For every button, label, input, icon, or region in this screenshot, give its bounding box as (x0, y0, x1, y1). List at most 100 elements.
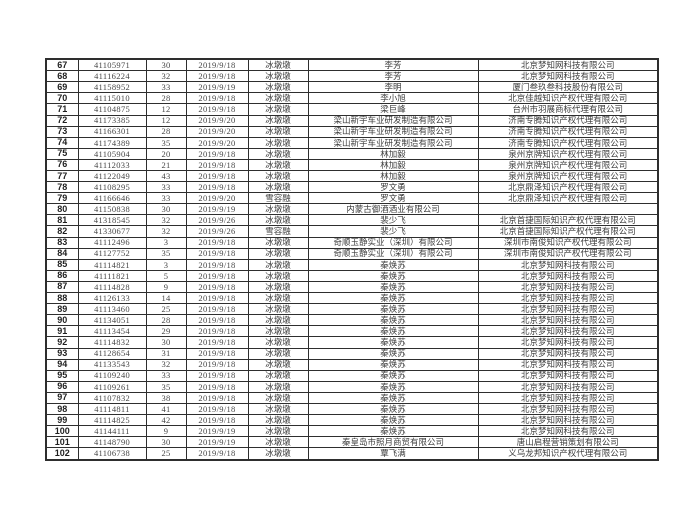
table-row: 73 41166301 28 2019/9/20 冰墩墩 梁山新宇车业研发制造有… (45, 125, 659, 138)
cell-application-date: 2019/9/18 (185, 247, 249, 260)
cell-agent: 深圳市南俊知识产权代理有限公司 (477, 236, 659, 249)
cell-class-number: 32 (145, 225, 187, 238)
cell-application-number: 41114828 (77, 280, 147, 294)
trademark-application-table: 67 41105971 30 2019/9/18 冰墩墩 李芳 北京梦知网科技有… (45, 58, 659, 461)
cell-application-number: 41104875 (77, 103, 147, 116)
cell-mark-name: 冰墩墩 (247, 103, 309, 116)
cell-class-number: 5 (145, 269, 187, 282)
cell-agent: 北京梦知网科技有限公司 (477, 58, 659, 72)
cell-applicant: 秦焕苏 (307, 292, 479, 305)
table-row: 87 41114828 9 2019/9/18 冰墩墩 秦焕苏 北京梦知网科技有… (45, 280, 659, 294)
cell-applicant: 林加毅 (307, 147, 479, 160)
cell-application-date: 2019/9/19 (185, 436, 249, 449)
cell-row-index: 73 (45, 125, 79, 138)
cell-row-index: 99 (45, 414, 79, 427)
table-row: 81 41318545 32 2019/9/26 冰墩墩 裴少飞 北京首捷国际知… (45, 214, 659, 227)
cell-agent: 北京梦知网科技有限公司 (477, 303, 659, 316)
table-row: 83 41112496 3 2019/9/18 冰墩墩 奇顺玉静实业（深圳）有限… (45, 236, 659, 249)
table-row: 94 41133543 32 2019/9/18 冰墩墩 秦焕苏 北京梦知网科技… (45, 358, 659, 371)
cell-row-index: 95 (45, 369, 79, 382)
table-row: 92 41114832 30 2019/9/18 冰墩墩 秦焕苏 北京梦知网科技… (45, 336, 659, 349)
cell-agent: 北京梦知网科技有限公司 (477, 292, 659, 305)
cell-class-number: 14 (145, 292, 187, 305)
cell-class-number: 30 (145, 203, 187, 216)
cell-class-number: 38 (145, 391, 187, 404)
cell-agent: 泉州京牌知识产权代理有限公司 (477, 158, 659, 172)
table-row: 67 41105971 30 2019/9/18 冰墩墩 李芳 北京梦知网科技有… (45, 58, 659, 72)
cell-applicant: 秦焕苏 (307, 303, 479, 316)
cell-application-number: 41127752 (77, 247, 147, 260)
cell-agent: 北京梦知网科技有限公司 (477, 391, 659, 404)
cell-class-number: 30 (145, 336, 187, 349)
cell-applicant: 梁山新宇车业研发制造有限公司 (307, 114, 479, 127)
cell-class-number: 12 (145, 103, 187, 116)
cell-applicant: 李芳 (307, 58, 479, 72)
cell-applicant: 秦焕苏 (307, 336, 479, 349)
cell-class-number: 35 (145, 247, 187, 260)
cell-mark-name: 冰墩墩 (247, 391, 309, 404)
cell-class-number: 33 (145, 181, 187, 194)
cell-application-number: 41108295 (77, 181, 147, 194)
cell-class-number: 30 (145, 436, 187, 449)
cell-mark-name: 冰墩墩 (247, 70, 309, 83)
cell-row-index: 102 (45, 447, 79, 461)
table-row: 98 41114811 41 2019/9/18 冰墩墩 秦焕苏 北京梦知网科技… (45, 402, 659, 416)
cell-mark-name: 冰墩墩 (247, 280, 309, 294)
cell-applicant: 李明 (307, 81, 479, 94)
cell-class-number: 21 (145, 158, 187, 172)
cell-row-index: 97 (45, 391, 79, 404)
table-row: 100 41144111 9 2019/9/19 冰墩墩 秦焕苏 北京梦知网科技… (45, 425, 659, 438)
cell-row-index: 88 (45, 292, 79, 305)
cell-agent: 北京梦知网科技有限公司 (477, 258, 659, 271)
cell-application-number: 41112033 (77, 158, 147, 172)
cell-application-date: 2019/9/18 (185, 447, 249, 461)
cell-application-date: 2019/9/18 (185, 158, 249, 172)
cell-application-date: 2019/9/19 (185, 425, 249, 438)
table-row: 86 41111821 5 2019/9/18 冰墩墩 秦焕苏 北京梦知网科技有… (45, 269, 659, 282)
cell-agent: 北京鼎泽知识产权代理有限公司 (477, 181, 659, 194)
cell-application-number: 41106738 (77, 447, 147, 461)
cell-application-number: 41158952 (77, 81, 147, 94)
cell-agent: 济南专腾知识产权代理有限公司 (477, 136, 659, 149)
cell-application-date: 2019/9/18 (185, 358, 249, 371)
cell-application-date: 2019/9/18 (185, 169, 249, 183)
cell-application-number: 41109240 (77, 369, 147, 382)
cell-class-number: 35 (145, 380, 187, 393)
cell-mark-name: 冰墩墩 (247, 336, 309, 349)
cell-row-index: 67 (45, 58, 79, 72)
cell-application-date: 2019/9/20 (185, 114, 249, 127)
table-body: 67 41105971 30 2019/9/18 冰墩墩 李芳 北京梦知网科技有… (45, 58, 659, 461)
cell-application-number: 41114821 (77, 258, 147, 271)
cell-mark-name: 雪容融 (247, 192, 309, 205)
cell-mark-name: 冰墩墩 (247, 369, 309, 382)
cell-mark-name: 冰墩墩 (247, 136, 309, 149)
cell-agent: 北京梦知网科技有限公司 (477, 269, 659, 282)
cell-applicant: 梁山新宇车业研发制造有限公司 (307, 125, 479, 138)
cell-agent: 北京梦知网科技有限公司 (477, 336, 659, 349)
cell-class-number: 41 (145, 402, 187, 416)
cell-row-index: 101 (45, 436, 79, 449)
cell-row-index: 76 (45, 158, 79, 172)
table-row: 90 41134051 28 2019/9/18 冰墩墩 秦焕苏 北京梦知网科技… (45, 314, 659, 327)
cell-row-index: 86 (45, 269, 79, 282)
cell-application-number: 41173385 (77, 114, 147, 127)
cell-applicant: 秦焕苏 (307, 314, 479, 327)
cell-mark-name: 冰墩墩 (247, 258, 309, 271)
cell-agent (477, 203, 659, 216)
cell-class-number: 20 (145, 147, 187, 160)
cell-agent: 北京佳越知识产权代理有限公司 (477, 92, 659, 105)
cell-class-number: 25 (145, 303, 187, 316)
cell-application-number: 41174389 (77, 136, 147, 149)
cell-applicant: 李芳 (307, 70, 479, 83)
cell-class-number: 42 (145, 414, 187, 427)
table-row: 99 41114825 42 2019/9/18 冰墩墩 秦焕苏 北京梦知网科技… (45, 414, 659, 427)
cell-row-index: 83 (45, 236, 79, 249)
table-row: 84 41127752 35 2019/9/18 冰墩墩 奇顺玉静实业（深圳）有… (45, 247, 659, 260)
cell-application-date: 2019/9/18 (185, 391, 249, 404)
cell-applicant: 梁巨峰 (307, 103, 479, 116)
cell-application-date: 2019/9/18 (185, 325, 249, 338)
cell-agent: 北京梦知网科技有限公司 (477, 425, 659, 438)
cell-application-date: 2019/9/18 (185, 380, 249, 393)
cell-agent: 泉州京牌知识产权代理有限公司 (477, 147, 659, 160)
cell-application-date: 2019/9/18 (185, 280, 249, 294)
